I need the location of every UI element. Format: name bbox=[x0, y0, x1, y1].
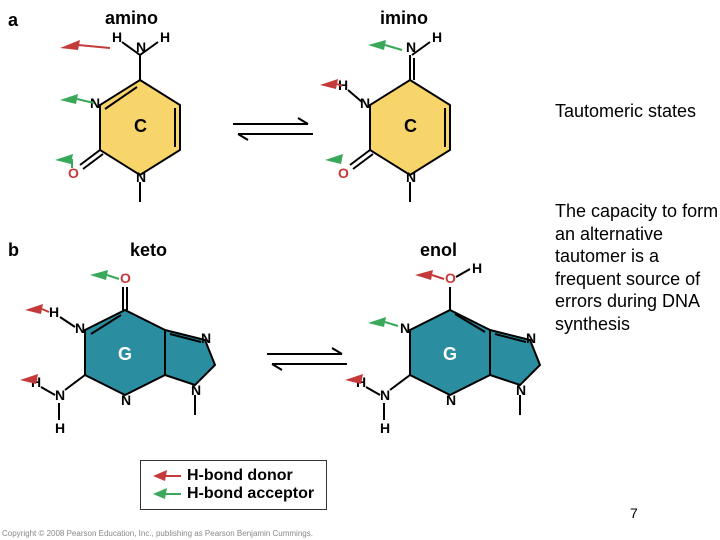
legend-acceptor-row: H-bond acceptor bbox=[153, 485, 314, 503]
svg-text:H: H bbox=[112, 29, 122, 45]
svg-text:H: H bbox=[472, 260, 482, 276]
svg-text:N: N bbox=[136, 39, 146, 55]
svg-text:N: N bbox=[75, 320, 85, 336]
cytosine-imino: N H N H O N C bbox=[320, 30, 500, 215]
guanine-enol: O H N N H H N N N G bbox=[350, 265, 580, 450]
legend-donor-row: H-bond donor bbox=[153, 467, 314, 485]
label-keto: keto bbox=[130, 240, 167, 261]
svg-text:N: N bbox=[360, 95, 370, 111]
svg-text:N: N bbox=[191, 382, 201, 398]
panel-b-label: b bbox=[8, 240, 19, 261]
label-amino: amino bbox=[105, 8, 158, 29]
svg-text:C: C bbox=[134, 116, 147, 136]
svg-text:O: O bbox=[445, 270, 456, 286]
svg-text:O: O bbox=[68, 165, 79, 181]
svg-text:O: O bbox=[120, 270, 131, 286]
svg-text:N: N bbox=[446, 392, 456, 408]
svg-text:H: H bbox=[55, 420, 65, 436]
svg-text:G: G bbox=[443, 344, 457, 364]
svg-text:N: N bbox=[406, 39, 416, 55]
label-imino: imino bbox=[380, 8, 428, 29]
page-number: 7 bbox=[630, 505, 638, 521]
copyright-text: Copyright © 2008 Pearson Education, Inc.… bbox=[2, 529, 313, 538]
svg-text:H: H bbox=[160, 29, 170, 45]
svg-text:H: H bbox=[49, 304, 59, 320]
legend-acceptor-label: H-bond acceptor bbox=[187, 485, 314, 503]
guanine-keto: O N H N H H N N N G bbox=[25, 265, 255, 450]
svg-text:H: H bbox=[380, 420, 390, 436]
cytosine-amino: N H H N O N C bbox=[50, 30, 230, 215]
svg-text:O: O bbox=[338, 165, 349, 181]
svg-text:N: N bbox=[400, 320, 410, 336]
svg-text:N: N bbox=[201, 330, 211, 346]
equilibrium-a bbox=[228, 110, 318, 155]
svg-text:N: N bbox=[526, 330, 536, 346]
svg-text:N: N bbox=[55, 387, 65, 403]
svg-text:N: N bbox=[406, 169, 416, 185]
legend-donor-label: H-bond donor bbox=[187, 467, 293, 485]
svg-text:N: N bbox=[516, 382, 526, 398]
panel-a-label: a bbox=[8, 10, 18, 31]
svg-text:N: N bbox=[380, 387, 390, 403]
svg-text:H: H bbox=[432, 29, 442, 45]
label-enol: enol bbox=[420, 240, 457, 261]
svg-text:C: C bbox=[404, 116, 417, 136]
svg-text:N: N bbox=[121, 392, 131, 408]
svg-text:G: G bbox=[118, 344, 132, 364]
acceptor-arrow-icon bbox=[153, 487, 181, 501]
svg-text:N: N bbox=[136, 169, 146, 185]
donor-arrow-icon bbox=[153, 469, 181, 483]
legend-box: H-bond donor H-bond acceptor bbox=[140, 460, 327, 510]
title-text: Tautomeric states bbox=[555, 100, 696, 123]
equilibrium-b bbox=[262, 340, 352, 385]
